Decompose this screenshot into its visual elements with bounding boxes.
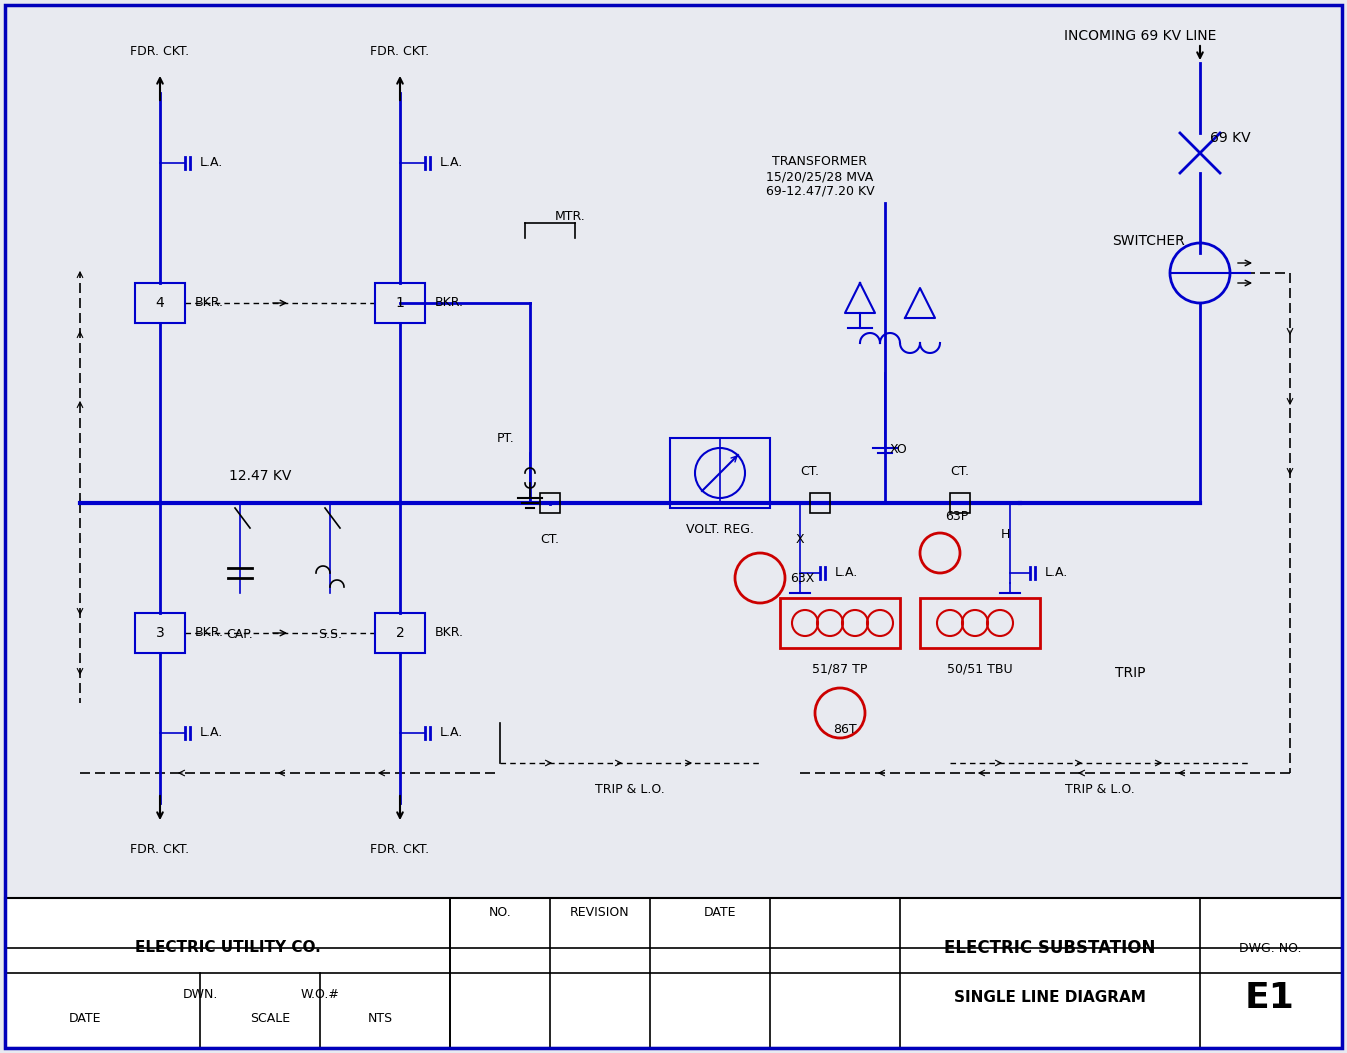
Text: 69-12.47/7.20 KV: 69-12.47/7.20 KV bbox=[765, 185, 874, 198]
Text: 86T: 86T bbox=[834, 723, 857, 736]
Text: X: X bbox=[796, 533, 804, 547]
Text: CT.: CT. bbox=[540, 533, 559, 547]
Text: VOLT. REG.: VOLT. REG. bbox=[686, 523, 754, 536]
Text: CAP.: CAP. bbox=[226, 628, 253, 641]
Bar bbox=[374, 283, 426, 323]
Text: DATE: DATE bbox=[69, 1012, 101, 1025]
Bar bbox=[374, 613, 426, 653]
Text: 50/51 TBU: 50/51 TBU bbox=[947, 663, 1013, 676]
Text: SCALE: SCALE bbox=[251, 1012, 290, 1025]
Text: 4: 4 bbox=[156, 296, 164, 310]
Text: 2: 2 bbox=[396, 625, 404, 640]
Text: 12.47 KV: 12.47 KV bbox=[229, 469, 291, 483]
Text: FDR. CKT.: FDR. CKT. bbox=[131, 45, 190, 58]
Text: S.S.: S.S. bbox=[318, 628, 342, 641]
Text: 51/87 TP: 51/87 TP bbox=[812, 663, 867, 676]
Text: NO.: NO. bbox=[489, 907, 512, 919]
Text: ELECTRIC SUBSTATION: ELECTRIC SUBSTATION bbox=[944, 939, 1156, 957]
Text: 69 KV: 69 KV bbox=[1210, 131, 1250, 145]
Bar bbox=[135, 613, 185, 653]
Text: FDR. CKT.: FDR. CKT. bbox=[370, 45, 430, 58]
Text: FDR. CKT.: FDR. CKT. bbox=[370, 843, 430, 856]
Text: DWN.: DWN. bbox=[182, 989, 218, 1001]
Text: L.A.: L.A. bbox=[1045, 567, 1068, 579]
Text: E1: E1 bbox=[1245, 981, 1294, 1015]
Text: TRIP & L.O.: TRIP & L.O. bbox=[1065, 783, 1136, 796]
Bar bbox=[540, 493, 560, 513]
Bar bbox=[810, 493, 830, 513]
Text: 63P: 63P bbox=[946, 510, 968, 523]
Text: TRANSFORMER: TRANSFORMER bbox=[772, 155, 867, 168]
Text: H: H bbox=[1001, 528, 1010, 541]
Text: XO: XO bbox=[890, 443, 908, 456]
Bar bbox=[920, 598, 1040, 648]
Text: NTS: NTS bbox=[368, 1012, 392, 1025]
Text: 1: 1 bbox=[396, 296, 404, 310]
Text: W.O.#: W.O.# bbox=[300, 989, 339, 1001]
Bar bbox=[950, 493, 970, 513]
Text: 63X: 63X bbox=[789, 572, 815, 584]
Text: TRIP: TRIP bbox=[1115, 665, 1145, 680]
Text: FDR. CKT.: FDR. CKT. bbox=[131, 843, 190, 856]
Text: CT.: CT. bbox=[951, 465, 970, 478]
Bar bbox=[5, 898, 1342, 1048]
Text: 15/20/25/28 MVA: 15/20/25/28 MVA bbox=[766, 170, 874, 183]
Text: MTR.: MTR. bbox=[555, 210, 586, 223]
Bar bbox=[780, 598, 900, 648]
Text: PT.: PT. bbox=[497, 432, 515, 444]
Text: REVISION: REVISION bbox=[570, 907, 630, 919]
Text: SINGLE LINE DIAGRAM: SINGLE LINE DIAGRAM bbox=[954, 991, 1146, 1006]
Bar bbox=[135, 283, 185, 323]
Text: 3: 3 bbox=[156, 625, 164, 640]
Text: TRIP & L.O.: TRIP & L.O. bbox=[595, 783, 665, 796]
Text: L.A.: L.A. bbox=[835, 567, 858, 579]
Text: BKR.: BKR. bbox=[195, 297, 224, 310]
Text: BKR.: BKR. bbox=[435, 297, 463, 310]
Text: BKR.: BKR. bbox=[195, 627, 224, 639]
Text: L.A.: L.A. bbox=[199, 727, 224, 739]
Text: DWG. NO.: DWG. NO. bbox=[1239, 941, 1301, 954]
Text: DATE: DATE bbox=[703, 907, 737, 919]
Text: ELECTRIC UTILITY CO.: ELECTRIC UTILITY CO. bbox=[135, 940, 321, 955]
Bar bbox=[669, 438, 770, 508]
Text: L.A.: L.A. bbox=[440, 727, 463, 739]
Text: CT.: CT. bbox=[800, 465, 819, 478]
Text: L.A.: L.A. bbox=[440, 157, 463, 170]
Text: L.A.: L.A. bbox=[199, 157, 224, 170]
Text: SWITCHER: SWITCHER bbox=[1113, 234, 1185, 249]
Text: BKR.: BKR. bbox=[435, 627, 463, 639]
Text: INCOMING 69 KV LINE: INCOMING 69 KV LINE bbox=[1064, 29, 1216, 43]
